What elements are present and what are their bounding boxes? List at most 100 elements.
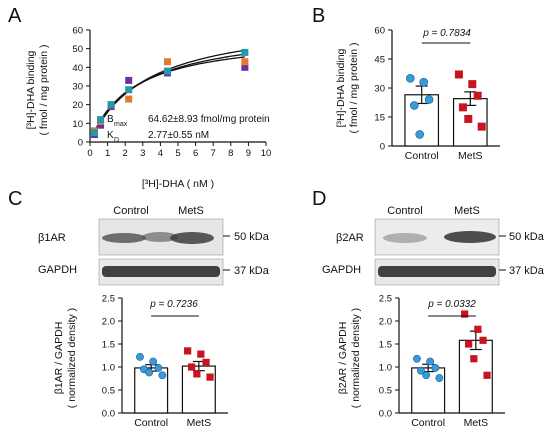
panel-d-header-control: Control [387, 205, 422, 217]
x-tick-label: MetS [187, 417, 212, 429]
panel-c-blot-target [98, 218, 224, 256]
x-tick-label: MetS [464, 417, 489, 429]
panel-c-row1-kda: 50 kDa [234, 231, 270, 243]
control-point [422, 371, 431, 380]
data-point [107, 101, 115, 109]
control-point [424, 95, 434, 104]
mets-point [458, 103, 467, 112]
panel-d-plot: 0.0 0.5 1.0 1.5 2.0 2.5 Control MetS [379, 294, 505, 429]
mets-point [477, 122, 486, 131]
data-point [241, 48, 249, 56]
bmax-sub: max [114, 121, 128, 128]
y-tick-label: 45 [374, 55, 385, 66]
mets-point [197, 350, 205, 358]
x-tick-label: 5 [175, 148, 180, 159]
panel-a-axes: 0 1 2 3 4 5 6 7 8 9 10 0 10 20 30 40 50 60 [72, 26, 271, 160]
panel-c-ylabel: β1AR / GAPDH ( normalized density ) [53, 308, 78, 408]
mets-point [193, 370, 201, 378]
control-point [154, 364, 163, 372]
panel-c-pvalue: p = 0.7236 [149, 299, 198, 310]
y-tick-label: 2.5 [102, 294, 115, 305]
mets-point [474, 325, 482, 333]
control-point [415, 130, 425, 139]
data-point [163, 58, 171, 66]
x-tick-label: 6 [193, 148, 198, 159]
panel-b: B [³H]-DHA binding ( fmol / mg protein )… [312, 5, 500, 162]
panel-c-row2-label: GAPDH [38, 264, 77, 276]
panel-b-pvalue: p = 0.7834 [422, 28, 471, 39]
data-point [125, 86, 133, 94]
band [383, 233, 427, 243]
x-tick-label: Control [405, 150, 439, 162]
control-point [145, 368, 154, 377]
mets-point [184, 347, 192, 355]
y-tick-label: 0.5 [102, 386, 115, 397]
y-tick-label: 0.0 [102, 409, 115, 420]
y-tick-label: 60 [374, 26, 385, 37]
y-tick-label: 1.0 [379, 363, 392, 374]
y-tick-label: 20 [72, 100, 83, 111]
x-tick-label: 9 [246, 148, 251, 159]
control-point [413, 354, 421, 363]
y-tick-label: 1.5 [379, 340, 392, 351]
panel-b-letter: B [312, 5, 325, 27]
y-tick-label: 0.5 [379, 386, 392, 397]
x-tick-label: MetS [458, 150, 483, 162]
band [170, 232, 214, 244]
panel-b-plot: 0 15 30 45 60 Control MetS [374, 26, 500, 162]
y-tick-label: 2.0 [102, 317, 115, 328]
panel-d: D Control MetS β2AR GAPDH 50 kDa 37 kDa … [312, 188, 545, 429]
panel-a-xlabel: [³H]-DHA ( nM ) [142, 178, 214, 190]
panel-a-ylabel-line2: ( fmol / mg protein ) [38, 44, 50, 135]
data-point [125, 76, 133, 84]
y-tick-label: 2.5 [379, 294, 392, 305]
data-point [97, 116, 105, 124]
data-point [90, 129, 98, 137]
x-tick-label: 0 [87, 148, 92, 159]
y-tick-label: 30 [374, 84, 385, 95]
panel-a-letter: A [8, 5, 22, 27]
panel-d-row1-label: β2AR [336, 232, 364, 244]
mets-point [464, 114, 473, 123]
mets-point [461, 310, 469, 318]
panel-d-blot-target [374, 218, 500, 256]
panel-c-ylabel-line1: β1AR / GAPDH [53, 322, 65, 395]
control-point [417, 366, 425, 375]
band [444, 231, 496, 243]
mets-point [206, 373, 214, 381]
panel-d-row2-kda: 37 kDa [509, 265, 545, 277]
mets-point [473, 91, 482, 100]
panel-d-header-mets: MetS [454, 205, 480, 217]
mets-point [188, 363, 196, 371]
panel-a-bmax: B max 64.62±8.93 fmol/mg protein [107, 114, 270, 128]
panel-c-header-control: Control [113, 205, 148, 217]
data-point [125, 95, 133, 103]
kd-value: 2.77±0.55 nM [148, 130, 209, 141]
control-point [435, 374, 444, 382]
mets-point [465, 340, 473, 348]
data-point [241, 58, 249, 66]
panel-c: C Control MetS β1AR GAPDH 50 kDa 37 kDa … [8, 188, 270, 429]
panel-d-ylabel-line2: ( normalized density ) [350, 308, 362, 408]
panel-c-row2-kda: 37 kDa [234, 265, 270, 277]
panel-b-ylabel-line2: ( fmol / mg protein ) [348, 42, 360, 133]
x-tick-label: Control [411, 417, 445, 429]
panel-b-ylabel-line1: [³H]-DHA binding [335, 48, 347, 127]
x-tick-label: 1 [105, 148, 110, 159]
y-tick-label: 30 [72, 82, 83, 93]
data-point [163, 67, 171, 75]
kd-sub: D [114, 137, 119, 144]
panel-c-row1-label: β1AR [38, 232, 66, 244]
y-tick-label: 15 [374, 113, 385, 124]
mets-point [483, 371, 491, 379]
bmax-value: 64.62±8.93 fmol/mg protein [148, 114, 270, 125]
panel-d-ylabel-line1: β2AR / GAPDH [337, 322, 349, 395]
x-tick-label: 4 [158, 148, 163, 159]
y-tick-label: 2.0 [379, 317, 392, 328]
mets-point [454, 70, 463, 79]
y-tick-label: 0.0 [379, 409, 392, 420]
panel-d-blot-gapdh [374, 258, 500, 286]
mets-point [470, 355, 478, 363]
control-point [431, 364, 440, 372]
